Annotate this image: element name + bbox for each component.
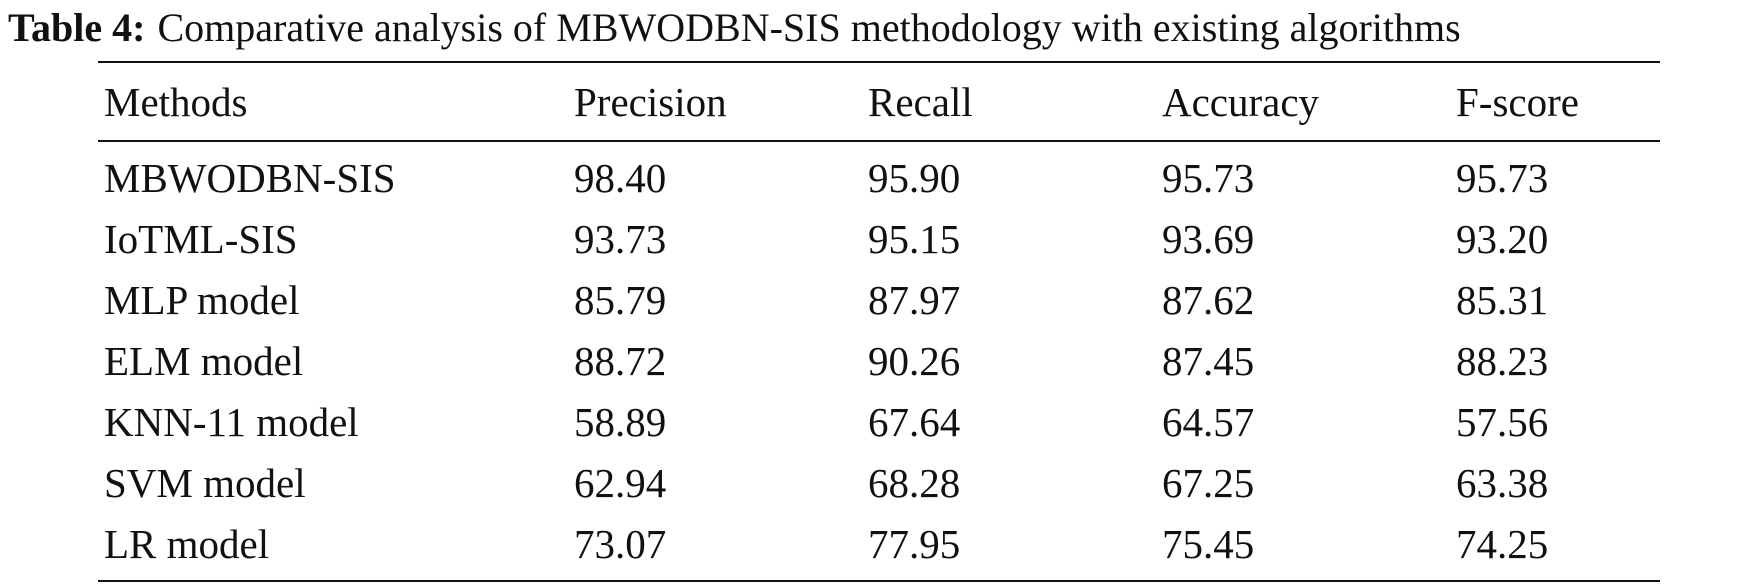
table-top-rule — [98, 61, 1660, 63]
table-row: SVM model 62.94 68.28 67.25 63.38 — [0, 453, 1754, 514]
table-row: LR model 73.07 77.95 75.45 74.25 — [0, 514, 1754, 575]
precision-value: 62.94 — [574, 460, 667, 506]
precision-value: 85.79 — [574, 277, 667, 323]
header-methods: Methods — [104, 79, 248, 125]
accuracy-value: 67.25 — [1162, 460, 1255, 506]
recall-value: 95.15 — [868, 216, 961, 262]
f-score-value: 95.73 — [1456, 155, 1549, 201]
method-name: LR model — [104, 521, 270, 567]
accuracy-value: 95.73 — [1162, 155, 1255, 201]
precision-value: 93.73 — [574, 216, 667, 262]
table-row: IoTML-SIS 93.73 95.15 93.69 93.20 — [0, 209, 1754, 270]
f-score-value: 85.31 — [1456, 277, 1549, 323]
table-row: MLP model 85.79 87.97 87.62 85.31 — [0, 270, 1754, 331]
caption-label: Table 4: — [8, 5, 146, 50]
table-row: KNN-11 model 58.89 67.64 64.57 57.56 — [0, 392, 1754, 453]
recall-value: 68.28 — [868, 460, 961, 506]
f-score-value: 93.20 — [1456, 216, 1549, 262]
accuracy-value: 87.62 — [1162, 277, 1255, 323]
method-name: KNN-11 model — [104, 399, 359, 445]
table-row: MBWODBN-SIS 98.40 95.90 95.73 95.73 — [0, 148, 1754, 209]
caption-text: Comparative analysis of MBWODBN-SIS meth… — [157, 5, 1461, 50]
f-score-value: 63.38 — [1456, 460, 1549, 506]
accuracy-value: 93.69 — [1162, 216, 1255, 262]
method-name: ELM model — [104, 338, 304, 384]
precision-value: 58.89 — [574, 399, 667, 445]
f-score-value: 74.25 — [1456, 521, 1549, 567]
table-body: MBWODBN-SIS 98.40 95.90 95.73 95.73 IoTM… — [0, 148, 1754, 575]
table-bottom-rule — [98, 580, 1660, 582]
f-score-value: 88.23 — [1456, 338, 1549, 384]
header-recall: Recall — [868, 79, 973, 125]
header-accuracy: Accuracy — [1162, 79, 1320, 125]
recall-value: 87.97 — [868, 277, 961, 323]
method-name: IoTML-SIS — [104, 216, 298, 262]
table-caption: Table 4: Comparative analysis of MBWODBN-… — [8, 4, 1461, 52]
precision-value: 98.40 — [574, 155, 667, 201]
precision-value: 88.72 — [574, 338, 667, 384]
recall-value: 67.64 — [868, 399, 961, 445]
accuracy-value: 75.45 — [1162, 521, 1255, 567]
table-row: ELM model 88.72 90.26 87.45 88.23 — [0, 331, 1754, 392]
recall-value: 90.26 — [868, 338, 961, 384]
method-name: MBWODBN-SIS — [104, 155, 396, 201]
recall-value: 95.90 — [868, 155, 961, 201]
header-f-score: F-score — [1456, 79, 1579, 125]
method-name: SVM model — [104, 460, 306, 506]
recall-value: 77.95 — [868, 521, 961, 567]
header-precision: Precision — [574, 79, 727, 125]
precision-value: 73.07 — [574, 521, 667, 567]
f-score-value: 57.56 — [1456, 399, 1549, 445]
table-header-row: Methods Precision Recall Accuracy F-scor… — [0, 72, 1754, 132]
accuracy-value: 64.57 — [1162, 399, 1255, 445]
method-name: MLP model — [104, 277, 300, 323]
accuracy-value: 87.45 — [1162, 338, 1255, 384]
table-header-rule — [98, 140, 1660, 142]
